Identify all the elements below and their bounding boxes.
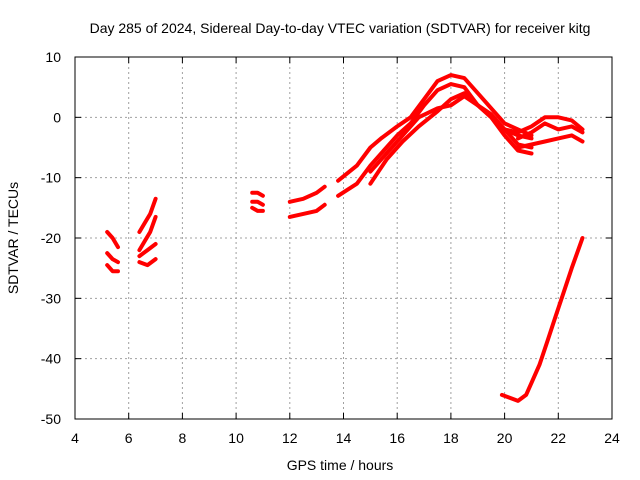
y-tick-label: 0 — [53, 109, 61, 125]
x-tick-label: 22 — [551, 430, 567, 446]
series-line-arc-7 — [137, 257, 158, 268]
x-tick-label: 14 — [336, 430, 352, 446]
series-line-arc-14 — [336, 82, 534, 198]
series-line-arc-6 — [137, 242, 158, 259]
series-line-arc-17 — [502, 115, 585, 135]
series-line-arc-16 — [368, 91, 534, 186]
series-line-arc-11 — [287, 184, 327, 204]
x-tick-label: 20 — [497, 430, 513, 446]
series-line-arc-20 — [499, 236, 585, 403]
series-line-arc-2 — [105, 251, 120, 265]
y-tick-labels: 10 0 -10 -20 -30 -40 -50 — [41, 49, 61, 427]
x-tick-label: 24 — [604, 430, 620, 446]
series-line-arc-18 — [516, 121, 585, 141]
x-tick-label: 16 — [389, 430, 405, 446]
chart-title: Day 285 of 2024, Sidereal Day-to-day VTE… — [90, 20, 591, 36]
x-tick-label: 6 — [125, 430, 133, 446]
y-tick-label: 10 — [45, 49, 61, 65]
x-axis-label: GPS time / hours — [287, 457, 394, 473]
x-tick-label: 8 — [179, 430, 187, 446]
y-tick-label: -20 — [41, 230, 61, 246]
series-line-arc-8 — [250, 190, 265, 198]
series-line-arc-5 — [137, 214, 158, 253]
series-line-arc-4 — [137, 196, 158, 234]
series-line-arc-1 — [105, 230, 120, 250]
y-tick-label: -50 — [41, 411, 61, 427]
series-line-arc-10 — [250, 205, 265, 213]
series-line-arc-9 — [250, 199, 265, 207]
series-line-arc-19 — [516, 133, 585, 150]
series-line-arc-12 — [287, 202, 327, 219]
y-tick-label: -40 — [41, 351, 61, 367]
y-tick-label: -10 — [41, 170, 61, 186]
y-tick-label: -30 — [41, 290, 61, 306]
x-tick-label: 12 — [282, 430, 298, 446]
grid-lines — [75, 57, 612, 419]
series-line-arc-13 — [336, 73, 534, 183]
x-tick-labels: 4 6 8 10 12 14 16 18 20 22 24 — [71, 430, 620, 446]
series-line-arc-3 — [105, 263, 120, 274]
data-series — [105, 73, 585, 403]
x-tick-label: 4 — [71, 430, 79, 446]
y-axis-label: SDTVAR / TECUs — [5, 182, 21, 294]
x-tick-label: 10 — [228, 430, 244, 446]
axis-ticks — [74, 56, 613, 420]
x-tick-label: 18 — [443, 430, 459, 446]
